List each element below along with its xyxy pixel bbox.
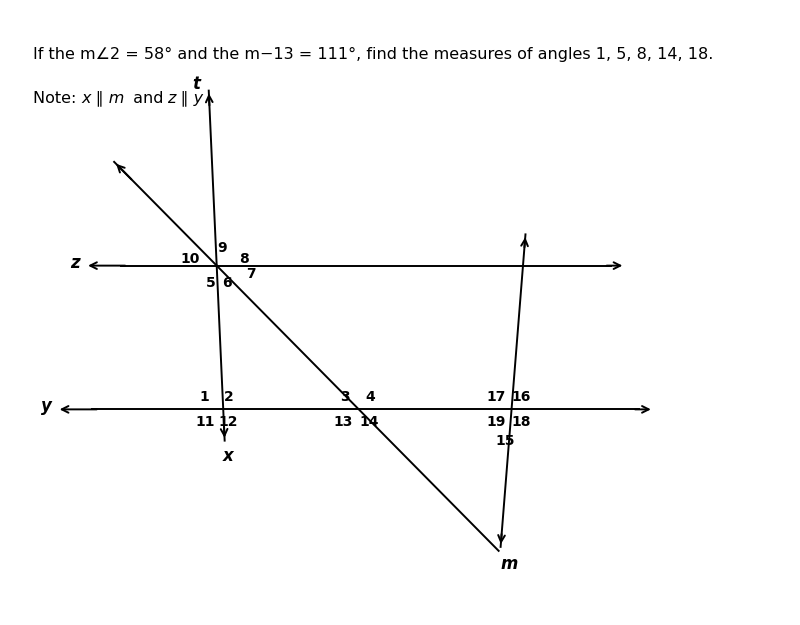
Text: 14: 14 xyxy=(359,414,378,429)
Text: If the m∠2 = 58° and the m−13 = 111°, find the measures of angles 1, 5, 8, 14, 1: If the m∠2 = 58° and the m−13 = 111°, fi… xyxy=(34,47,714,62)
Text: 15: 15 xyxy=(496,434,515,448)
Text: 1: 1 xyxy=(200,390,210,404)
Text: 13: 13 xyxy=(333,414,353,429)
Text: m: m xyxy=(501,556,518,573)
Text: 5: 5 xyxy=(206,276,216,290)
Text: 7: 7 xyxy=(246,268,256,281)
Text: 17: 17 xyxy=(486,390,506,404)
Text: t: t xyxy=(192,76,200,93)
Text: 10: 10 xyxy=(180,252,199,266)
Text: 12: 12 xyxy=(219,414,238,429)
Text: x ∥ m: x ∥ m xyxy=(82,91,125,106)
Text: x: x xyxy=(223,448,234,465)
Text: 6: 6 xyxy=(222,276,231,290)
Text: 11: 11 xyxy=(195,414,214,429)
Text: 3: 3 xyxy=(340,390,350,404)
Text: 18: 18 xyxy=(512,414,531,429)
Text: and: and xyxy=(128,91,169,106)
Text: 16: 16 xyxy=(512,390,531,404)
Text: Note:: Note: xyxy=(34,91,82,106)
Text: 4: 4 xyxy=(366,390,376,404)
Text: 19: 19 xyxy=(486,414,506,429)
Text: y: y xyxy=(41,398,52,415)
Text: 2: 2 xyxy=(224,390,234,404)
Text: z ∥ y: z ∥ y xyxy=(167,91,203,106)
Text: 8: 8 xyxy=(239,252,249,266)
Text: 9: 9 xyxy=(218,241,227,255)
Text: z: z xyxy=(70,254,79,271)
